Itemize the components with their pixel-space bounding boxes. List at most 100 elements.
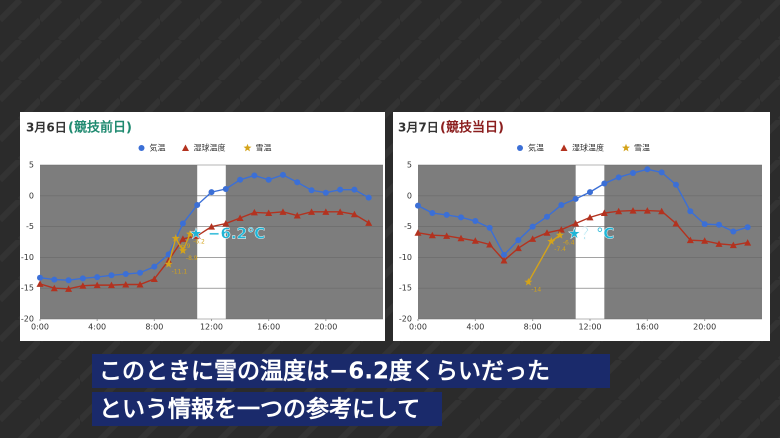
point [250,208,258,216]
legend-label: 湿球温度 [194,143,226,153]
point [715,240,723,247]
point [194,202,201,209]
point [222,186,229,193]
value-label: -11.1 [172,269,188,276]
value-label: -6.2 [193,238,205,245]
point [336,208,344,215]
point [544,213,550,220]
point [517,145,523,151]
point [622,143,630,152]
point [615,174,622,181]
x-tick-label: 4:00 [88,323,106,332]
y-tick-label: -5 [404,222,412,231]
point [672,220,680,227]
point [350,210,358,218]
point [308,208,316,215]
point [472,218,479,225]
value-label: -6.9 [179,243,191,250]
point [293,212,301,219]
point [686,236,694,244]
x-tick-label: 20:00 [314,323,337,332]
point [529,223,536,230]
y-tick-label: 5 [29,161,34,170]
point [687,208,694,215]
chart-title: 3月7日 [398,121,439,135]
y-tick-label: 0 [407,191,412,200]
point [471,237,479,244]
point [673,181,679,188]
x-tick-label: 8:00 [145,323,163,332]
y-tick-label: -15 [21,284,34,293]
value-label: -6.4 [563,240,575,247]
point [164,259,173,268]
legend-label: 湿球温度 [572,143,604,153]
point [365,194,372,201]
y-tick-label: -10 [21,253,34,262]
point [586,213,594,221]
legend-label: 気温 [528,143,544,153]
point [629,207,637,214]
point [515,237,522,244]
x-tick-label: 0:00 [409,323,427,332]
series-line [39,211,370,290]
point [443,232,451,239]
x-tick-label: 8:00 [524,323,542,332]
point [458,214,464,221]
caption-box [92,354,610,388]
legend-label: 雪温 [256,144,272,153]
point [560,144,568,151]
point [186,229,195,238]
x-tick-label: 16:00 [636,323,659,332]
point [501,251,507,258]
point [414,229,422,236]
point [308,187,315,194]
point [51,276,58,283]
series-line [167,233,191,265]
point [236,214,244,221]
point [322,208,330,215]
point [108,272,115,279]
y-tick-label: -5 [26,222,34,231]
point [486,224,493,231]
point [543,229,551,236]
point [136,281,144,288]
point [601,180,608,187]
point [237,176,244,183]
point [558,202,565,209]
point [122,281,130,288]
point [514,244,522,252]
point [265,209,273,217]
point [243,143,252,152]
y-tick-label: -15 [399,284,412,293]
point [443,211,450,218]
point [151,263,158,270]
point [322,189,329,196]
point [486,240,494,248]
point [122,271,129,278]
chart-subtitle: (競技当日) [440,120,504,136]
point [600,209,608,217]
point [65,285,73,292]
x-tick-label: 20:00 [693,323,716,332]
point [658,169,665,176]
point [178,246,187,255]
caption-box [92,392,442,426]
legend-label: 気温 [150,143,166,153]
series-line [417,209,748,262]
point [208,189,215,196]
y-tick-label: -20 [399,315,412,324]
point [744,239,752,246]
point [572,195,579,202]
chart-subtitle: (競技前日) [68,120,132,136]
annotation: ★ −6.2℃ [189,224,265,242]
point [107,281,115,289]
point [179,235,187,242]
point [279,171,286,178]
point [193,232,201,239]
caption: という情報を一つの参考にして [99,396,420,423]
y-tick-label: -10 [399,253,412,262]
point [524,277,533,286]
point [79,282,87,289]
point [701,237,709,244]
